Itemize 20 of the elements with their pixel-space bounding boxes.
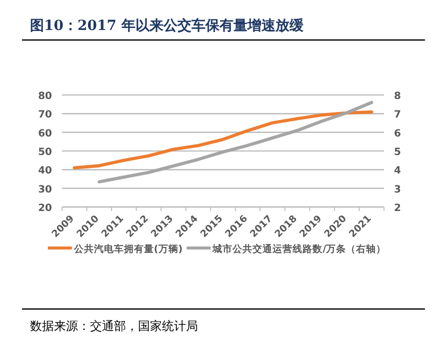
y-tick-label: 20 [38,203,52,214]
chart-title: 图10：2017 年以来公交车保有量增速放缓 [30,17,304,34]
y2-tick-label: 7 [394,110,401,121]
legend-label: 城市公共交通运营线路数/万条（右轴） [212,243,386,255]
line-series [98,100,374,184]
y2-tick-label: 3 [394,184,401,196]
y2-tick-label: 8 [394,91,401,102]
y-tick-label: 80 [38,91,52,102]
legend-label: 公共汽电车拥有量(万辆) [72,243,183,255]
y-tick-label: 60 [38,128,52,140]
source-note: 数据来源：交通部，国家统计局 [30,319,198,333]
y-tick-label: 40 [38,166,52,177]
y-tick-label: 30 [38,184,52,196]
line-series [72,110,374,170]
y2-tick-label: 2 [394,203,401,214]
y-tick-label: 70 [38,110,52,121]
y2-tick-label: 5 [394,147,401,158]
y2-tick-label: 4 [394,166,401,177]
y-tick-label: 50 [38,147,52,158]
y2-tick-label: 6 [394,128,401,140]
